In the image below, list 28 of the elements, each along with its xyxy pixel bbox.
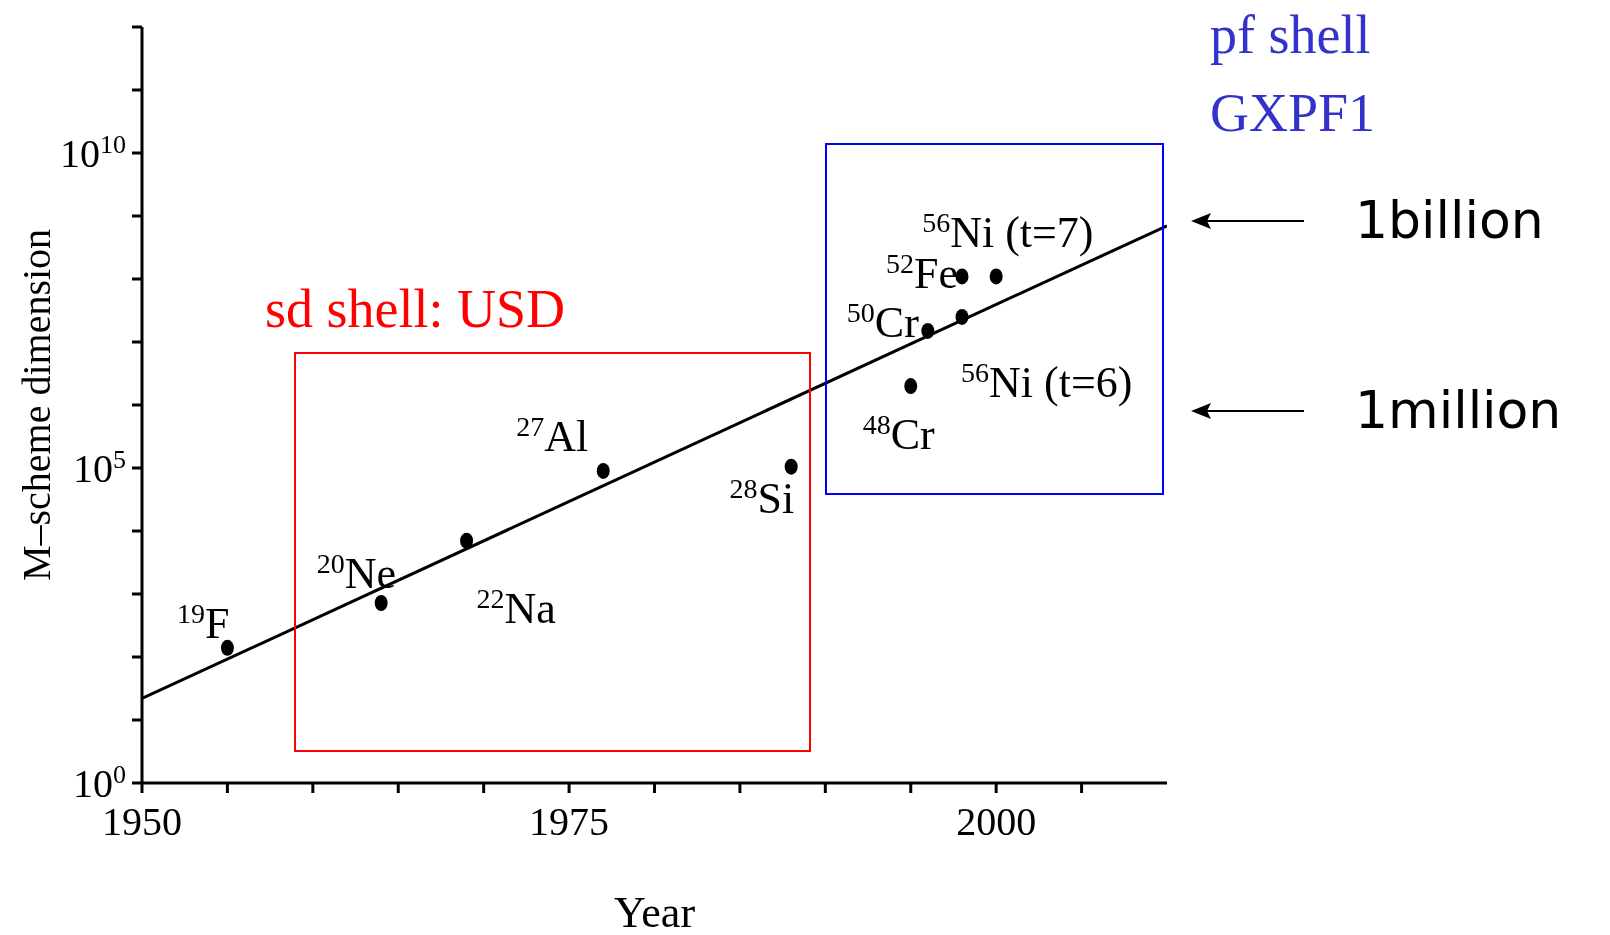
point	[989, 268, 1003, 285]
annotation: $^{50}$Cr	[846, 296, 920, 347]
annotation: $^{19}$F	[176, 597, 230, 648]
point	[220, 639, 234, 656]
x-tick-label: 2000	[956, 799, 1037, 844]
annotation: $^{22}$Na	[476, 582, 556, 633]
annotation: $^{20}$Ne	[316, 547, 397, 598]
annotation: $^{48}$Cr	[862, 408, 936, 460]
text: 1million	[1355, 380, 1562, 440]
annotation: sd shell: USD	[265, 279, 566, 339]
text: GXPF1	[1210, 83, 1376, 143]
text: pf shell	[1210, 5, 1371, 65]
y-axis-title: M–scheme dimension	[14, 228, 59, 582]
y-tick-label: 10$^{5}$	[73, 444, 126, 491]
point	[904, 378, 918, 395]
text: 1billion	[1355, 190, 1544, 250]
x-tick-label: 1975	[529, 799, 610, 844]
x-axis-title: Year	[613, 888, 696, 935]
point	[596, 462, 610, 479]
y-tick-label: 10$^{10}$	[60, 129, 126, 176]
point	[955, 308, 969, 325]
point	[460, 532, 474, 549]
point	[921, 322, 935, 339]
point	[374, 594, 388, 611]
annotation: $^{27}$Al	[516, 410, 589, 461]
annotation: $^{56}$Ni (t=6)	[961, 356, 1133, 407]
annotation: $^{28}$Si	[729, 472, 795, 523]
point	[784, 458, 798, 475]
